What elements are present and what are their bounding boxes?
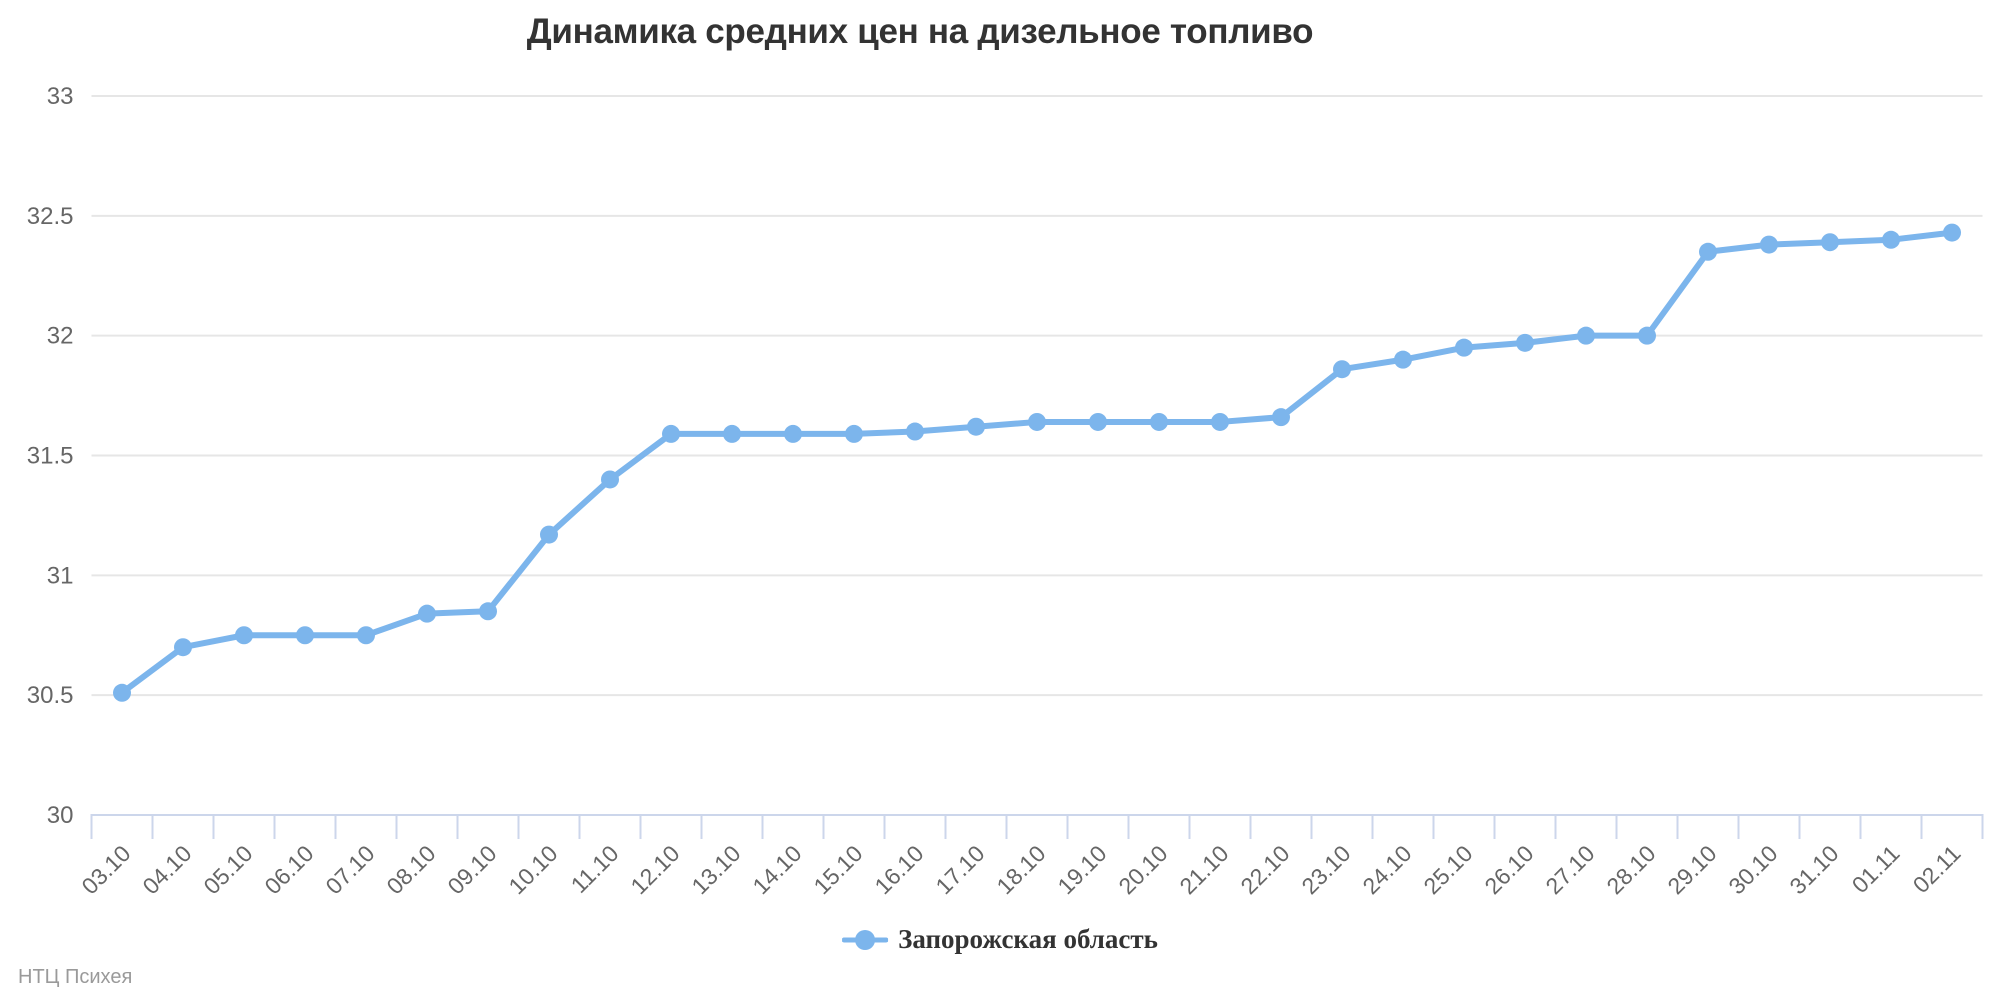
x-axis-label: 09.10	[442, 840, 501, 899]
y-axis-label: 31	[47, 562, 74, 589]
y-axis-label: 31.5	[27, 443, 74, 470]
x-axis-label: 06.10	[259, 840, 318, 899]
data-point-marker[interactable]	[967, 417, 985, 436]
x-axis-label: 03.10	[76, 840, 135, 899]
data-point-marker[interactable]	[1943, 223, 1961, 242]
x-axis-label: 14.10	[747, 840, 806, 899]
y-axis-label: 30.5	[27, 682, 74, 709]
data-point-marker[interactable]	[1333, 360, 1351, 379]
data-point-marker[interactable]	[540, 525, 558, 544]
x-axis-label: 25.10	[1418, 840, 1477, 899]
x-axis-label: 24.10	[1357, 840, 1416, 899]
x-axis-label: 26.10	[1479, 840, 1538, 899]
x-axis-label: 21.10	[1174, 840, 1233, 899]
x-axis-label: 22.10	[1235, 840, 1294, 899]
x-axis-label: 17.10	[930, 840, 989, 899]
data-point-marker[interactable]	[235, 626, 253, 645]
x-axis-label: 07.10	[320, 840, 379, 899]
y-axis-label: 30	[47, 802, 74, 829]
x-axis-label: 18.10	[991, 840, 1050, 899]
x-axis-label: 04.10	[137, 840, 196, 899]
data-point-marker[interactable]	[1028, 412, 1046, 431]
data-point-marker[interactable]	[845, 424, 863, 443]
x-axis-label: 11.10	[566, 840, 624, 898]
x-axis-label: 31.10	[1784, 840, 1843, 899]
x-axis-label: 08.10	[381, 840, 440, 899]
data-point-marker[interactable]	[1760, 235, 1778, 254]
data-point-marker[interactable]	[479, 602, 497, 621]
legend-series-marker-icon	[842, 929, 889, 950]
data-point-marker[interactable]	[1211, 412, 1229, 431]
data-point-marker[interactable]	[601, 470, 619, 489]
x-axis-label: 20.10	[1113, 840, 1172, 899]
x-axis-label: 19.10	[1052, 840, 1111, 899]
data-point-marker[interactable]	[1882, 230, 1900, 249]
data-point-marker[interactable]	[1821, 233, 1839, 252]
chart-title: Динамика средних цен на дизельное топлив…	[526, 12, 1314, 51]
y-axis-label: 32	[47, 323, 74, 350]
data-point-marker[interactable]	[113, 683, 131, 702]
x-axis-label: 15.10	[808, 840, 867, 899]
x-axis-label: 27.10	[1540, 840, 1599, 899]
data-point-marker[interactable]	[784, 424, 802, 443]
data-point-marker[interactable]	[1516, 333, 1534, 352]
data-point-marker[interactable]	[418, 604, 436, 623]
data-point-marker[interactable]	[174, 638, 192, 657]
y-axis-label: 32.5	[27, 203, 74, 230]
x-axis-label: 30.10	[1723, 840, 1782, 899]
data-point-marker[interactable]	[1699, 242, 1717, 261]
data-point-marker[interactable]	[1638, 326, 1656, 345]
x-axis-label: 28.10	[1601, 840, 1660, 899]
data-point-marker[interactable]	[1577, 326, 1595, 345]
y-axis-label: 33	[47, 83, 74, 110]
x-axis-label: 23.10	[1296, 840, 1355, 899]
series-line	[119, 229, 1955, 696]
x-axis-label: 01.11	[1847, 840, 1905, 898]
data-point-marker[interactable]	[296, 626, 314, 645]
x-axis-label: 16.10	[869, 840, 928, 899]
x-axis-label: 02.11	[1908, 840, 1966, 898]
data-point-marker[interactable]	[1089, 412, 1107, 431]
data-point-marker[interactable]	[1272, 408, 1290, 427]
x-axis-label: 10.10	[503, 840, 562, 899]
data-point-marker[interactable]	[357, 626, 375, 645]
x-axis-label: 29.10	[1662, 840, 1721, 899]
data-point-marker[interactable]	[906, 422, 924, 441]
data-point-marker[interactable]	[662, 424, 680, 443]
legend-series-label: Запорожская область	[898, 924, 1158, 954]
data-point-marker[interactable]	[1150, 412, 1168, 431]
credits-label: НТЦ Психея	[18, 966, 133, 988]
legend-item[interactable]: Запорожская область	[842, 924, 1158, 955]
x-axis-label: 05.10	[198, 840, 257, 899]
x-axis-label: 13.10	[686, 840, 745, 899]
x-axis-label: 12.10	[625, 840, 684, 899]
data-point-marker[interactable]	[723, 424, 741, 443]
data-point-marker[interactable]	[1455, 338, 1473, 357]
data-point-marker[interactable]	[1394, 350, 1412, 369]
